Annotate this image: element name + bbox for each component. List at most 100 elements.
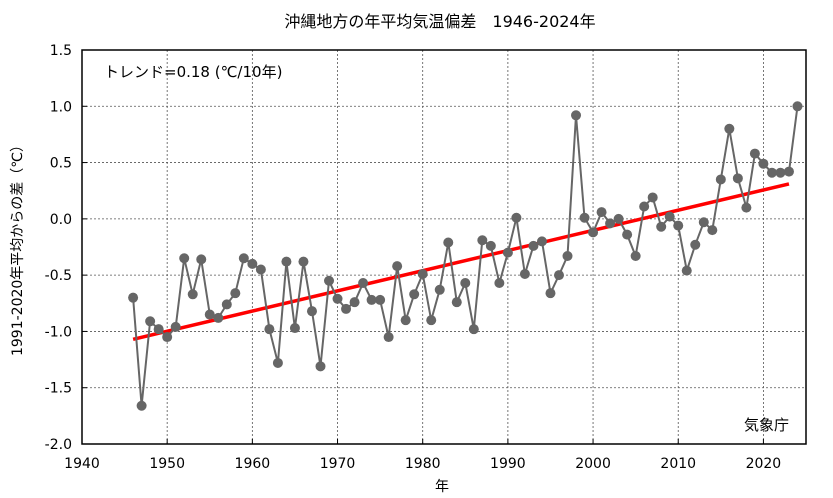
data-point <box>213 312 224 323</box>
y-tick-label: -1.5 <box>45 381 72 397</box>
data-point <box>136 400 147 411</box>
data-point <box>289 323 300 334</box>
y-tick-label: 1.5 <box>50 43 72 59</box>
data-point <box>698 217 709 228</box>
data-point <box>358 278 369 289</box>
data-point <box>519 269 530 280</box>
data-point <box>647 192 658 203</box>
x-tick-label: 1970 <box>320 456 356 472</box>
data-point <box>605 218 616 229</box>
trend-label: トレンド=0.18 (℃/10年) <box>104 63 282 81</box>
data-point <box>400 315 411 326</box>
data-point <box>230 288 241 299</box>
y-axis-label: 1991-2020年平均からの差（℃） <box>10 138 26 356</box>
data-point <box>775 167 786 178</box>
data-point <box>477 235 488 246</box>
data-point <box>341 303 352 314</box>
data-point <box>707 225 718 236</box>
data-point <box>417 269 428 280</box>
data-point <box>443 237 454 248</box>
data-point <box>596 207 607 218</box>
data-point <box>588 227 599 238</box>
x-tick-label: 1980 <box>405 456 441 472</box>
data-point <box>502 247 513 258</box>
x-axis-label: 年 <box>435 479 449 495</box>
data-point <box>639 201 650 212</box>
data-point <box>392 261 403 272</box>
data-point <box>681 265 692 276</box>
data-point <box>349 297 360 308</box>
y-tick-label: 0.0 <box>50 212 72 228</box>
x-tick-label: 1990 <box>490 456 526 472</box>
y-tick-label: -0.5 <box>45 268 72 284</box>
data-point <box>426 315 437 326</box>
x-tick-label: 2000 <box>575 456 611 472</box>
data-point <box>179 253 190 264</box>
data-point <box>613 213 624 224</box>
data-point <box>247 258 258 269</box>
data-point <box>792 101 803 112</box>
data-point <box>622 229 633 240</box>
y-tick-label: -1.0 <box>45 324 72 340</box>
data-point <box>724 123 735 134</box>
y-tick-label: -2.0 <box>45 437 72 453</box>
data-point <box>562 251 573 262</box>
data-point <box>664 211 675 222</box>
data-point <box>272 357 283 368</box>
data-point <box>281 256 292 267</box>
data-point <box>579 212 590 223</box>
data-point <box>741 202 752 213</box>
trend-line <box>132 182 790 342</box>
data-point <box>324 275 335 286</box>
data-point <box>783 166 794 177</box>
x-tick-label: 1960 <box>235 456 271 472</box>
data-point <box>383 332 394 343</box>
data-point <box>460 278 471 289</box>
data-point <box>715 174 726 185</box>
data-point <box>732 173 743 184</box>
chart-title: 沖縄地方の年平均気温偏差 1946-2024年 <box>284 12 595 31</box>
data-point <box>153 324 164 335</box>
data-point <box>749 148 760 159</box>
data-point <box>553 270 564 281</box>
data-point <box>162 332 173 343</box>
x-tick-label: 1940 <box>64 456 100 472</box>
series-layer <box>128 101 803 411</box>
data-point <box>545 288 556 299</box>
data-point <box>128 292 139 303</box>
data-point <box>187 289 198 300</box>
data-point <box>630 251 641 262</box>
series-line <box>132 106 799 406</box>
data-point <box>766 167 777 178</box>
y-axis: 1.5 1.0 0.5 0.0 -0.5 -1.0 -1.5 -2.0 <box>45 43 87 453</box>
data-point <box>306 306 317 317</box>
source-label: 気象庁 <box>744 416 789 434</box>
data-point <box>758 158 769 169</box>
y-tick-label: 1.0 <box>50 99 72 115</box>
data-point <box>315 361 326 372</box>
data-point <box>451 297 462 308</box>
data-point <box>366 294 377 305</box>
data-point <box>656 221 667 232</box>
data-point <box>485 240 496 251</box>
data-point <box>145 316 156 327</box>
data-point <box>298 256 309 267</box>
x-tick-label: 1950 <box>149 456 185 472</box>
data-point <box>673 220 684 231</box>
data-point <box>690 239 701 250</box>
data-point <box>536 236 547 247</box>
data-point <box>468 324 479 335</box>
data-point <box>332 293 343 304</box>
data-point <box>170 321 181 332</box>
data-point <box>221 299 232 310</box>
data-point <box>264 324 275 335</box>
trend-layer <box>132 182 790 342</box>
data-point <box>511 212 522 223</box>
data-point <box>204 309 215 320</box>
data-point <box>375 294 386 305</box>
y-tick-label: 0.5 <box>50 156 72 172</box>
data-point <box>238 253 249 264</box>
data-point <box>494 278 505 289</box>
plot-frame <box>81 49 807 445</box>
